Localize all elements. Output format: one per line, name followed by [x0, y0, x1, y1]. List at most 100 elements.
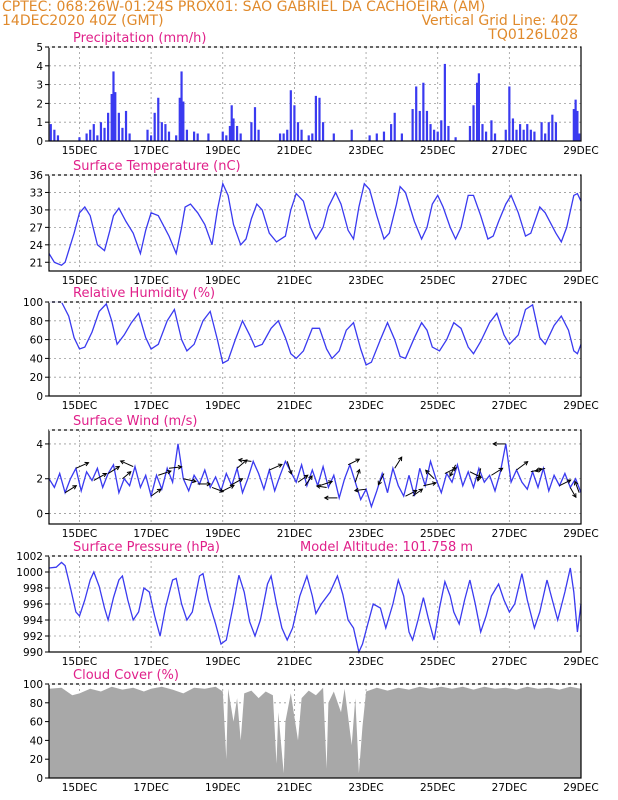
- wind-arrow-head: [418, 488, 424, 493]
- y-tick-label: 100: [23, 297, 43, 309]
- cloud-cover-area: [49, 686, 581, 778]
- wind-arrow: [394, 456, 403, 469]
- wind-arrow-head: [206, 481, 212, 487]
- panel-frame: [48, 301, 582, 397]
- wind-title: Surface Wind (m/s): [73, 414, 197, 429]
- precip-bar: [515, 129, 518, 141]
- wind-arrow-head: [412, 489, 418, 495]
- precip-bar: [307, 135, 310, 141]
- y-tick-label: 5: [36, 42, 43, 54]
- precip-bar: [164, 124, 167, 141]
- header-date: 14DEC2020 40Z (GMT): [2, 13, 164, 29]
- x-tick-label: 27DEC: [492, 656, 527, 668]
- precip-bar: [504, 129, 507, 141]
- wind-arrow: [449, 464, 457, 477]
- precip-bar: [296, 122, 300, 141]
- y-tick-label: 1000: [16, 567, 43, 579]
- precip-bar: [196, 133, 199, 141]
- precip-bar: [321, 122, 325, 141]
- precip-bar: [117, 112, 120, 141]
- x-tick-label: 27DEC: [492, 145, 527, 157]
- wind-arrow: [183, 478, 197, 483]
- precip-bar: [89, 129, 92, 141]
- rh-line: [49, 301, 582, 366]
- precip-bar: [477, 73, 480, 141]
- precip-bar: [522, 129, 525, 141]
- x-tick-label: 23DEC: [348, 400, 383, 412]
- precip-bar: [192, 131, 196, 141]
- y-tick-label: 4: [36, 61, 43, 73]
- precip-bar: [490, 120, 493, 141]
- wind-arrow: [304, 475, 313, 486]
- y-tick-label: 0: [36, 773, 43, 785]
- wind-arrow-head: [452, 467, 458, 472]
- y-tick-label: 60: [30, 335, 43, 347]
- wind-arrow-head: [397, 456, 403, 462]
- x-tick-label: 15DEC: [62, 400, 97, 412]
- wind-arrow: [120, 460, 134, 468]
- wind-arrow: [377, 473, 385, 485]
- precip-bar: [518, 124, 522, 141]
- precip-bar: [533, 131, 536, 141]
- wind-arrow: [535, 467, 546, 472]
- wind-arrow-head: [115, 465, 121, 471]
- wind-arrow: [297, 474, 309, 483]
- wind-arrow: [150, 488, 162, 497]
- precip-bar: [332, 133, 335, 141]
- precip-bar: [572, 109, 575, 141]
- precip-bar: [318, 97, 321, 141]
- precip-bar: [99, 122, 103, 141]
- temp-title: Surface Temperature (nC): [73, 159, 241, 174]
- wind-arrow-head: [219, 488, 225, 493]
- panel-frame: [48, 174, 582, 272]
- wind-arrow-head: [492, 441, 497, 447]
- wind-line: [48, 443, 582, 509]
- precip-bar: [253, 107, 257, 141]
- precip-bar: [468, 125, 472, 141]
- precip-bar: [78, 137, 81, 141]
- y-tick-label: 100: [23, 679, 43, 691]
- precip-bar: [508, 86, 511, 141]
- x-tick-label: 17DEC: [133, 145, 168, 157]
- precip-bar: [293, 105, 296, 141]
- y-tick-label: 40: [30, 353, 43, 365]
- wind-arrow: [168, 466, 182, 469]
- wind-arrow: [93, 473, 107, 481]
- precip-bar: [436, 131, 439, 141]
- y-tick-label: 21: [30, 257, 43, 269]
- wind-arrow-head: [177, 464, 183, 470]
- x-tick-label: 29DEC: [563, 275, 598, 287]
- precip-bar: [282, 133, 285, 141]
- precip-bar: [250, 122, 253, 141]
- y-tick-label: 20: [30, 754, 43, 766]
- wind-arrow: [229, 478, 243, 487]
- wind-arrow: [75, 462, 89, 469]
- header-line1: CPTEC: 068:26W-01:24S PROX01: SAO GABRIE…: [2, 0, 486, 15]
- precip-bar: [230, 105, 233, 141]
- y-tick-label: 3: [36, 80, 43, 92]
- precip-bar: [526, 124, 529, 141]
- precip-bar: [429, 124, 432, 141]
- wind-arrow-head: [431, 481, 438, 486]
- wind-arrow: [569, 487, 577, 498]
- precip-bar: [112, 71, 115, 141]
- y-tick-label: 2: [36, 98, 43, 110]
- precip-bar: [368, 135, 371, 141]
- wind-arrow: [158, 470, 172, 476]
- x-tick-label: 27DEC: [492, 400, 527, 412]
- precip-bar: [454, 137, 457, 141]
- precip-bar: [574, 99, 577, 141]
- precip-bar: [167, 131, 171, 141]
- model-altitude: Model Altitude: 101.758 m: [300, 540, 473, 555]
- wind-arrow-head: [84, 461, 90, 467]
- wind-arrow-head: [308, 475, 313, 480]
- precip-bar: [56, 135, 60, 141]
- wind-arrow-head: [323, 495, 329, 501]
- y-tick-label: 33: [30, 187, 43, 199]
- wind-arrow-head: [119, 460, 125, 465]
- precip-bar: [311, 133, 314, 141]
- wind-arrow: [491, 467, 503, 476]
- x-tick-label: 29DEC: [563, 400, 598, 412]
- wind-arrow-head: [476, 476, 481, 482]
